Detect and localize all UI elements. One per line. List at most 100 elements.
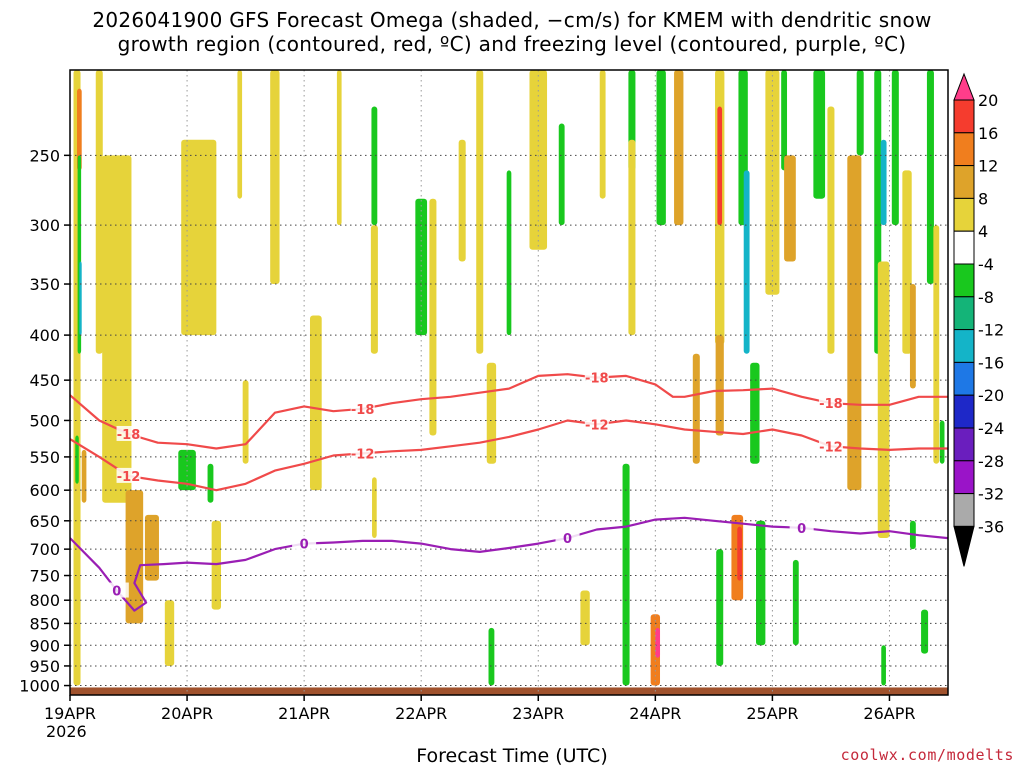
colorbar-label-20: 20 [978, 91, 998, 110]
y-tick-label-800: 800 [29, 591, 60, 610]
omega-cell-25 [458, 139, 466, 262]
y-tick-label-900: 900 [29, 636, 60, 655]
colorbar-label--24: -24 [978, 419, 1004, 438]
omega-cell-47 [743, 170, 750, 354]
colorbar-bin-10 [953, 394, 975, 429]
omega-cell-62 [877, 261, 890, 539]
omega-cell-35 [628, 139, 636, 336]
omega-cell-24 [429, 198, 437, 436]
omega-cell-58 [847, 155, 862, 491]
chart-title: 2026041900 GFS Forecast Omega (shaded, −… [0, 8, 1024, 56]
grid-lines [70, 70, 948, 695]
colorbar-label-12: 12 [978, 157, 998, 176]
omega-cell-40 [674, 70, 684, 226]
y-tick-label-750: 750 [29, 567, 60, 586]
omega-cell-18 [309, 315, 322, 491]
title-line-2: growth region (contoured, red, ºC) and f… [117, 32, 907, 56]
colorbar-label-4: 4 [978, 222, 988, 241]
omega-cell-53 [781, 70, 788, 171]
omega-cell-3 [79, 261, 82, 336]
terrain-strip [70, 687, 948, 695]
omega-cell-7 [102, 155, 132, 503]
colorbar-label--4: -4 [978, 255, 994, 274]
omega-cell-64 [902, 170, 912, 354]
y-tick-label-600: 600 [29, 481, 60, 500]
y-tick-label-300: 300 [29, 216, 60, 235]
colorbar-label--20: -20 [978, 386, 1004, 405]
y-tick-label-400: 400 [29, 326, 60, 345]
y-tick-label-450: 450 [29, 371, 60, 390]
axes: 250 300 350 400 450 500 550 600 650 700 750 800 850 9… [19, 69, 949, 723]
omega-cell-20 [371, 106, 378, 226]
x-tick-label-21APR: 21APR [278, 704, 330, 723]
colorbar: 20 16 12 8 4 -4 -8 -12 -16 -20 -24 -28 -32 -36 [953, 72, 1004, 567]
y-tick-label-550: 550 [29, 448, 60, 467]
contour-label-bg [104, 582, 129, 598]
y-tick-label-500: 500 [29, 411, 60, 430]
x-tick-label-22APR: 22APR [395, 704, 447, 723]
colorbar-bin-13 [953, 493, 975, 527]
omega-cell-38 [655, 627, 661, 658]
omega-cell-56 [813, 70, 826, 199]
contour-label-0: 0 [112, 585, 121, 600]
omega-cell-27 [486, 362, 497, 464]
colorbar-label--8: -8 [978, 288, 994, 307]
y-tick-label-650: 650 [29, 512, 60, 531]
omega-cell-63 [891, 70, 899, 226]
contour-label--12: -12 [117, 470, 141, 485]
contour-label--12: -12 [351, 447, 375, 462]
colorbar-bin-9 [953, 361, 975, 396]
y-tick-label-950: 950 [29, 657, 60, 676]
colorbar-bin-4 [953, 197, 975, 232]
omega-cell-22 [372, 477, 377, 539]
colorbar-label--16: -16 [978, 353, 1004, 372]
omega-cell-14 [211, 520, 222, 610]
contour-label-bg [789, 519, 814, 535]
omega-cell-36 [622, 463, 630, 686]
contour-label--18: -18 [117, 428, 141, 443]
omega-cell-50 [737, 526, 742, 581]
omega-cell-68 [939, 420, 945, 464]
x-tick-label-25APR: 25APR [746, 704, 798, 723]
omega-cell-39 [656, 70, 666, 226]
omega-cell-23 [415, 198, 428, 336]
terrain-fill [70, 687, 948, 695]
omega-cell-26 [476, 70, 484, 354]
colorbar-bin-6 [953, 263, 975, 298]
colorbar-bin-2 [953, 132, 975, 167]
omega-cell-54 [784, 155, 796, 262]
y-tick-label-350: 350 [29, 275, 60, 294]
omega-cell-45 [716, 549, 724, 666]
omega-cell-17 [270, 70, 280, 285]
contour-label-bg [116, 467, 141, 483]
omega-cell-67 [933, 225, 940, 464]
contour-label--18: -18 [585, 372, 609, 387]
omega-cell-1 [77, 88, 82, 171]
omega-cell-66 [926, 70, 934, 285]
colorbar-label-16: 16 [978, 124, 998, 143]
omega-cell-43 [717, 106, 723, 226]
omega-cell-28 [488, 627, 495, 686]
x-tick-label-24APR: 24APR [629, 704, 681, 723]
omega-cell-29 [506, 170, 512, 336]
omega-cell-9 [144, 514, 159, 581]
contour-line--18 [70, 373, 948, 450]
omega-cell-55 [792, 559, 799, 646]
omega-cell-44 [715, 335, 724, 436]
colorbar-label--28: -28 [978, 452, 1004, 471]
contour-line-0 [70, 516, 948, 612]
omega-cell-30 [529, 70, 548, 250]
omega-cell-57 [827, 106, 835, 354]
contour-label-bg [555, 530, 580, 546]
omega-cell-59 [856, 70, 864, 156]
y-tick-label-1000: 1000 [19, 677, 60, 696]
omega-cell-61 [880, 139, 887, 226]
y-tick-label-850: 850 [29, 614, 60, 633]
colorbar-label-8: 8 [978, 189, 988, 208]
omega-cell-11 [181, 139, 217, 336]
contour-lines: -18 -18 -18 -18 -12 -12 -12 -12 0 0 0 0 [70, 369, 948, 612]
omega-cell-13 [207, 463, 214, 503]
contour-label-0: 0 [563, 532, 572, 547]
omega-cell-5 [81, 449, 87, 503]
contour-label--18: -18 [351, 403, 375, 418]
